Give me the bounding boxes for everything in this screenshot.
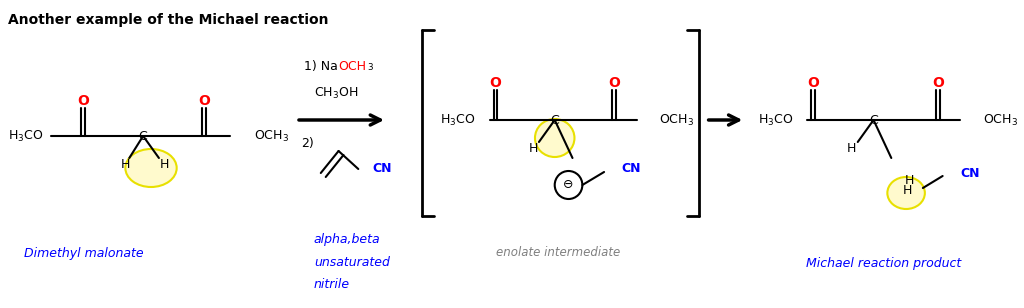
Text: C: C xyxy=(869,114,878,127)
Text: Dimethyl malonate: Dimethyl malonate xyxy=(25,246,143,260)
Text: H: H xyxy=(902,184,911,197)
Text: H$_3$CO: H$_3$CO xyxy=(8,128,43,144)
Text: 1) Na: 1) Na xyxy=(304,59,338,72)
Text: unsaturated: unsaturated xyxy=(314,256,390,269)
Text: O: O xyxy=(77,94,89,108)
Text: O: O xyxy=(807,76,819,90)
Text: CN: CN xyxy=(372,163,391,176)
Text: O: O xyxy=(489,76,502,90)
Text: H$_3$CO: H$_3$CO xyxy=(440,112,475,128)
Text: OCH: OCH xyxy=(339,59,367,72)
Text: H$_3$CO: H$_3$CO xyxy=(758,112,794,128)
Circle shape xyxy=(555,171,583,199)
Text: alpha,beta: alpha,beta xyxy=(314,233,381,246)
Text: OCH$_3$: OCH$_3$ xyxy=(659,112,694,128)
Text: CH$_3$OH: CH$_3$OH xyxy=(314,85,358,100)
Text: ⊖: ⊖ xyxy=(563,179,573,192)
Text: Michael reaction product: Michael reaction product xyxy=(806,257,962,270)
Text: H: H xyxy=(904,173,913,187)
Text: OCH$_3$: OCH$_3$ xyxy=(254,128,289,144)
Text: $_3$: $_3$ xyxy=(368,59,374,72)
Text: C: C xyxy=(550,114,559,127)
Text: 2): 2) xyxy=(301,136,313,149)
Text: CN: CN xyxy=(622,161,641,175)
Text: OCH$_3$: OCH$_3$ xyxy=(983,112,1018,128)
Text: O: O xyxy=(608,76,620,90)
Text: CN: CN xyxy=(961,167,980,180)
Ellipse shape xyxy=(125,149,177,187)
Text: O: O xyxy=(199,94,210,108)
Text: nitrile: nitrile xyxy=(314,278,350,290)
Text: enolate intermediate: enolate intermediate xyxy=(496,246,620,260)
Text: H: H xyxy=(121,157,130,171)
Text: Another example of the Michael reaction: Another example of the Michael reaction xyxy=(8,13,329,27)
Text: H: H xyxy=(847,141,856,155)
Text: H: H xyxy=(160,157,170,171)
Text: H: H xyxy=(528,141,538,155)
Ellipse shape xyxy=(888,177,925,209)
Text: C: C xyxy=(138,129,147,143)
Text: O: O xyxy=(932,76,944,90)
Ellipse shape xyxy=(535,119,574,157)
